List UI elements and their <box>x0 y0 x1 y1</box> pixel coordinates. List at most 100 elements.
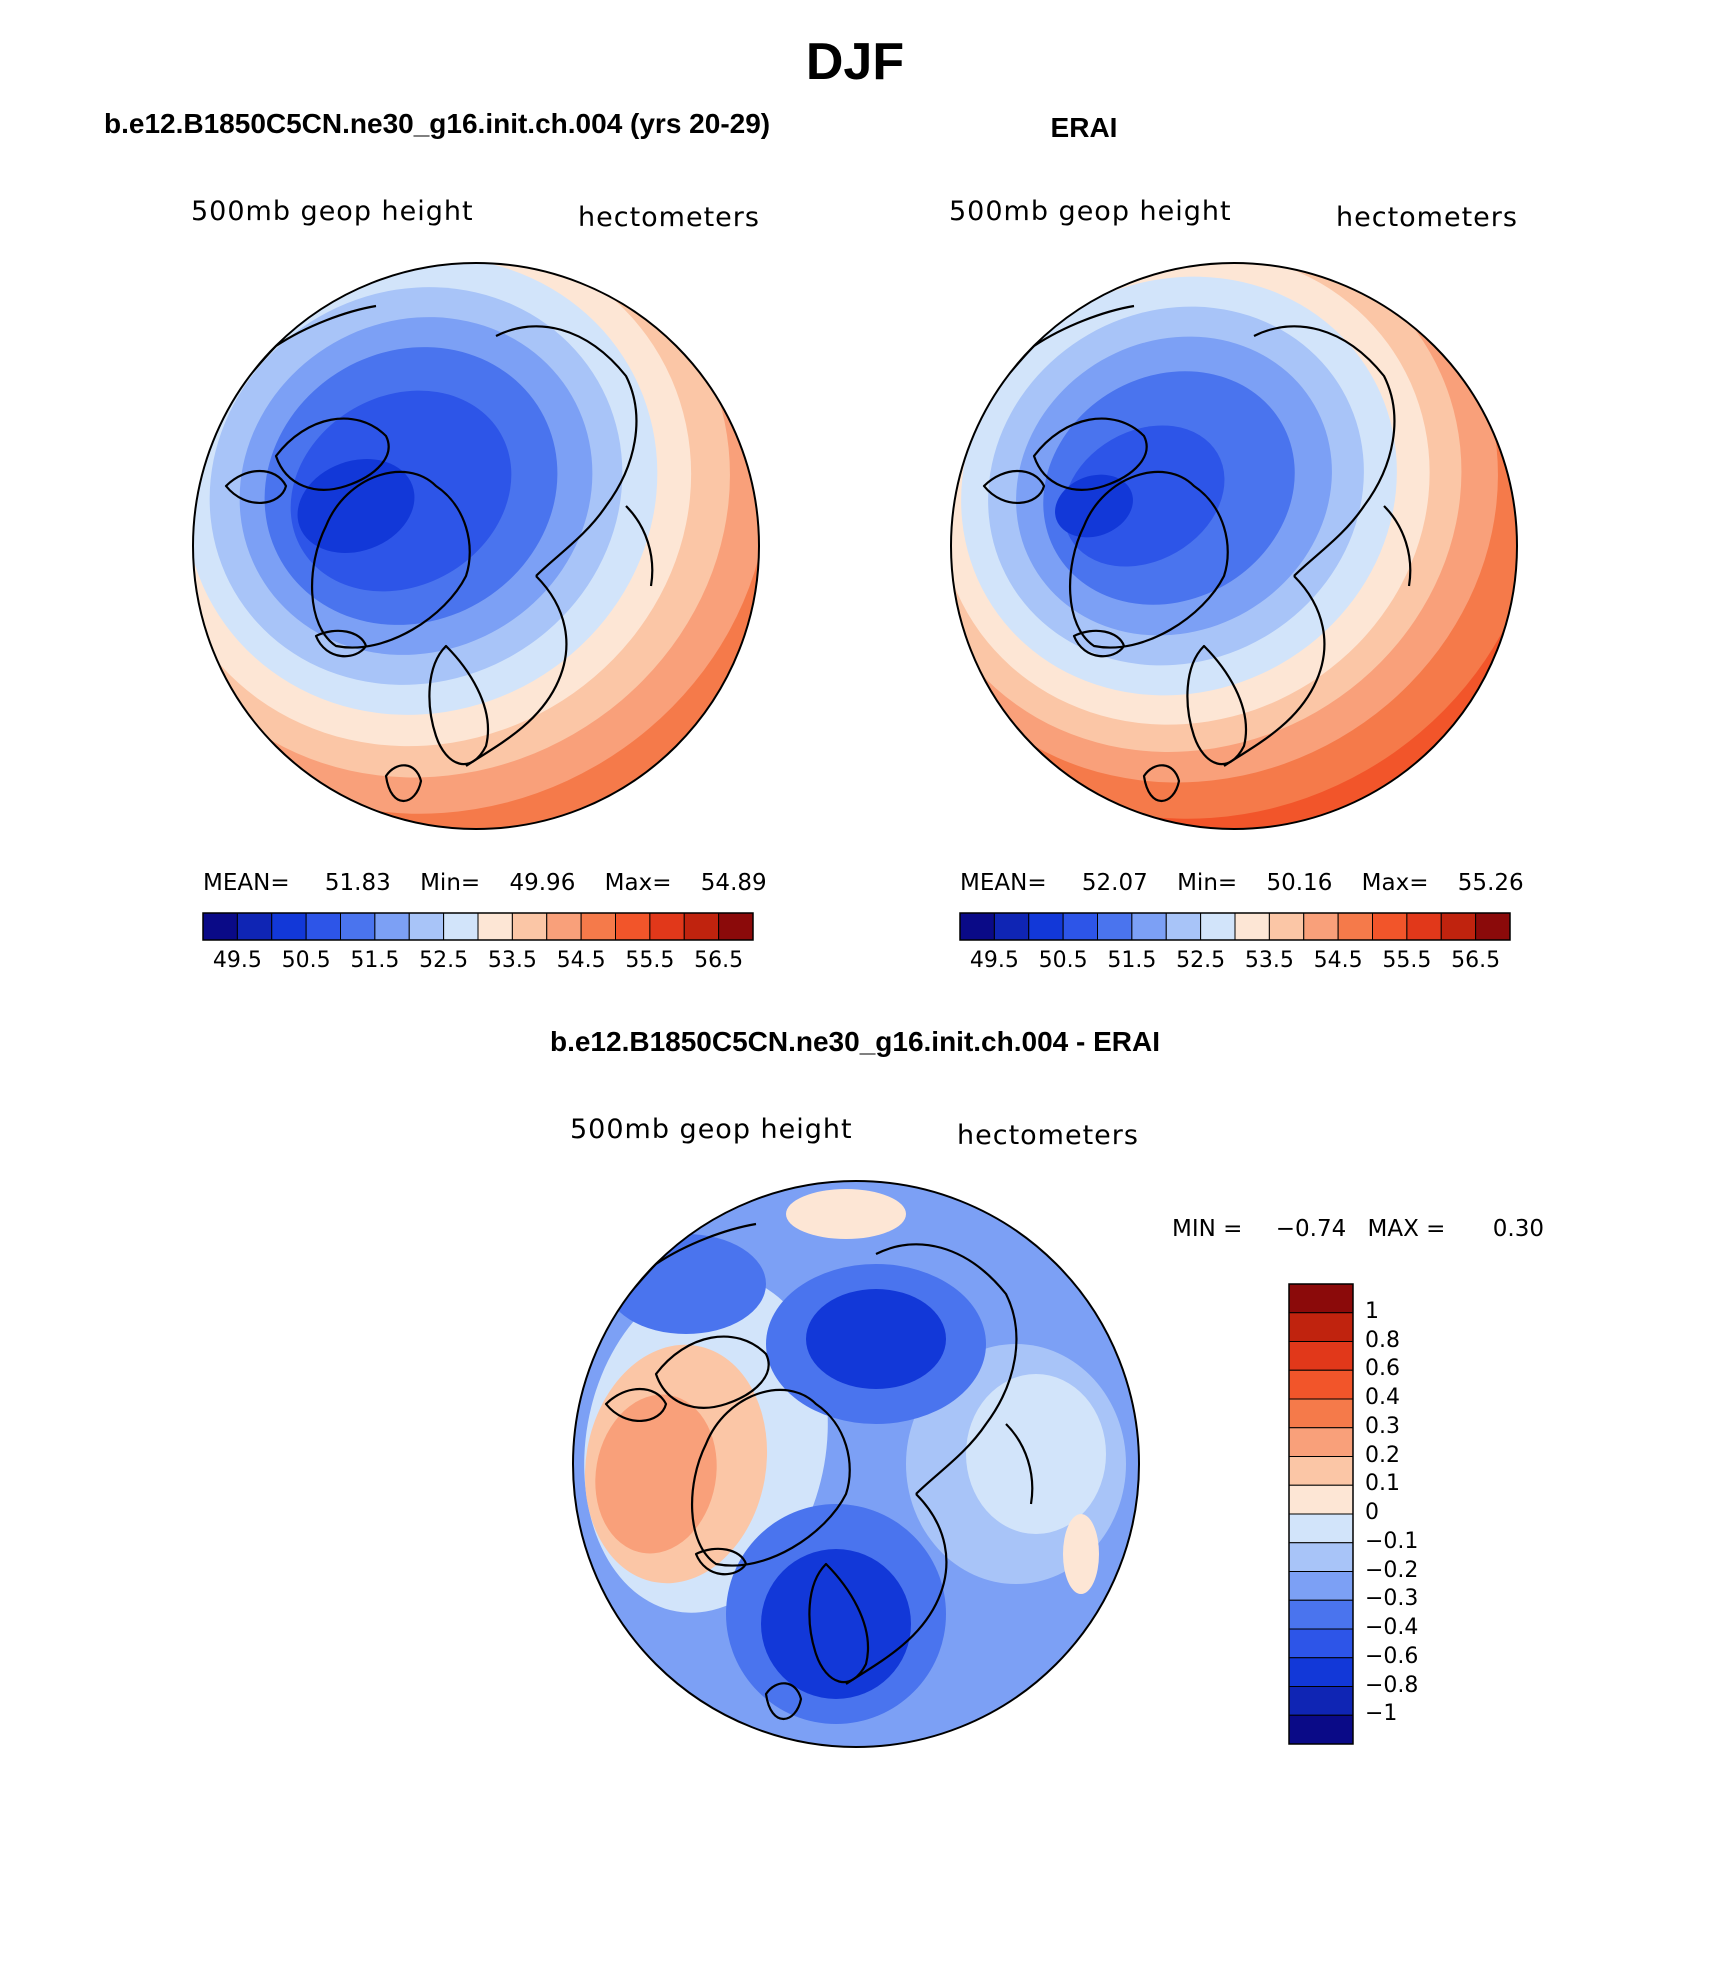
coastline <box>384 764 423 803</box>
contour-band <box>297 458 415 554</box>
colorbar-swatch <box>993 912 1030 941</box>
colorbar-swatch <box>1406 912 1442 941</box>
colorbar-swatch <box>1288 1484 1354 1515</box>
coastline <box>1383 505 1412 587</box>
left-label-model: 500mb geop height <box>191 196 474 227</box>
colorbar-tick-label: 51.5 <box>350 948 400 973</box>
colorbar-swatch <box>1028 912 1064 941</box>
left-label-erai: 500mb geop height <box>949 196 1232 227</box>
colorbar-tick-label: 52.5 <box>1176 948 1226 973</box>
coastline <box>1005 1423 1034 1505</box>
colorbar-swatch <box>443 912 479 941</box>
min-value: −0.74 <box>1275 1216 1347 1242</box>
colorbar-swatch <box>1288 1341 1354 1371</box>
colorbar-tick-label: 51.5 <box>1107 948 1157 973</box>
colorbar-swatch <box>1475 912 1511 941</box>
colorbar-swatch <box>1288 1542 1354 1572</box>
colorbar-tick-label: 0 <box>1365 1500 1379 1525</box>
colorbar-swatch <box>1288 1628 1354 1659</box>
min-label: Min= <box>1177 870 1238 896</box>
mean-label: MEAN= <box>960 870 1047 896</box>
colorbar-frame <box>959 912 1511 941</box>
colorbar-swatch <box>1062 912 1098 941</box>
right-label-difference: hectometers <box>957 1120 1139 1151</box>
coastline <box>654 1335 770 1409</box>
colorbar-swatch <box>1288 1398 1354 1429</box>
colorbar-swatch <box>1288 1657 1354 1687</box>
coastline <box>1186 644 1247 766</box>
colorbar-swatch <box>1131 912 1167 941</box>
panel-title-model: b.e12.B1850C5CN.ne30_g16.init.ch.004 (yr… <box>104 108 771 139</box>
max-value: 55.26 <box>1457 870 1524 896</box>
colorbar-tick-label: −0.8 <box>1365 1672 1419 1698</box>
colorbar-swatch <box>649 912 685 941</box>
colorbar-swatch <box>1372 912 1408 941</box>
coastline <box>845 1493 948 1685</box>
stats-difference: MIN = −0.74 MAX = 0.30 <box>1172 1216 1544 1242</box>
colorbar-swatch <box>271 912 307 941</box>
coastline <box>764 1682 803 1721</box>
stats-erai: MEAN= 52.07 Min= 50.16 Max= 55.26 <box>960 870 1524 896</box>
coastline <box>1253 325 1396 577</box>
coastline <box>982 470 1046 504</box>
polar-map-erai <box>950 262 1518 830</box>
contour-band <box>806 1289 946 1389</box>
coastline <box>224 470 288 504</box>
min-value: 49.96 <box>509 870 576 896</box>
right-label-erai: hectometers <box>1336 202 1518 233</box>
colorbar-tick-label: −0.6 <box>1365 1643 1419 1669</box>
polar-map-model <box>192 262 760 830</box>
colorbar-tick-label: 54.5 <box>1313 948 1363 973</box>
colorbar-tick-label: −0.2 <box>1365 1557 1419 1583</box>
contour-band <box>1063 1514 1099 1594</box>
coastline <box>625 505 654 587</box>
colorbar-tick-label: 52.5 <box>419 948 469 973</box>
mean-value: 51.83 <box>324 870 391 896</box>
colorbar-swatch <box>1268 912 1305 941</box>
colorbar-swatch <box>1288 1369 1354 1400</box>
colorbar-swatch <box>615 912 651 941</box>
max-value: 54.89 <box>700 870 767 896</box>
colorbar-swatch <box>1440 912 1477 941</box>
coastline <box>1069 470 1229 649</box>
colorbar-swatch <box>236 912 273 941</box>
figure-title: DJF <box>805 33 905 91</box>
colorbar-tick-label: 50.5 <box>281 948 331 973</box>
coastline <box>274 417 390 491</box>
colorbar-swatch <box>1288 1686 1354 1716</box>
colorbar-swatch <box>1288 1456 1354 1486</box>
colorbar-tick-label: −1 <box>1365 1701 1398 1727</box>
coastline <box>314 629 368 658</box>
colorbar-tick-label: 0.4 <box>1365 1385 1400 1410</box>
coastline <box>495 325 638 577</box>
coastline <box>465 575 568 767</box>
map-boundary <box>950 262 1518 830</box>
coastline <box>1223 575 1326 767</box>
max-label: Max= <box>604 870 672 896</box>
colorbar-frame <box>202 912 754 941</box>
mean-value: 52.07 <box>1081 870 1148 896</box>
colorbar-swatch <box>1288 1571 1354 1601</box>
colorbar-tick-label: 56.5 <box>1451 948 1501 973</box>
colorbar-swatch <box>546 912 582 941</box>
colorbar-swatch <box>718 912 754 941</box>
map-boundary <box>572 1180 1140 1748</box>
colorbar-swatch <box>202 912 238 941</box>
stats-model: MEAN= 51.83 Min= 49.96 Max= 54.89 <box>203 870 767 896</box>
colorbar-frame <box>1288 1283 1354 1745</box>
colorbar-swatch <box>1288 1283 1354 1314</box>
colorbar-tick-label: 55.5 <box>1382 948 1432 973</box>
colorbar-swatch <box>374 912 410 941</box>
colorbar-model <box>202 912 754 941</box>
colorbar-tick-label: 0.6 <box>1365 1356 1400 1382</box>
colorbar-tick-label: 0.1 <box>1365 1471 1400 1497</box>
colorbar-tick-label: 0.8 <box>1365 1327 1400 1353</box>
colorbar-tick-label: 0.3 <box>1365 1413 1400 1439</box>
colorbar-tick-label: 50.5 <box>1038 948 1088 973</box>
colorbar-swatch <box>1288 1427 1354 1457</box>
colorbar-swatch <box>1288 1599 1354 1630</box>
colorbar-tick-label: 0.2 <box>1365 1442 1400 1468</box>
min-label: MIN = <box>1172 1216 1243 1242</box>
contour-band <box>966 1374 1106 1534</box>
